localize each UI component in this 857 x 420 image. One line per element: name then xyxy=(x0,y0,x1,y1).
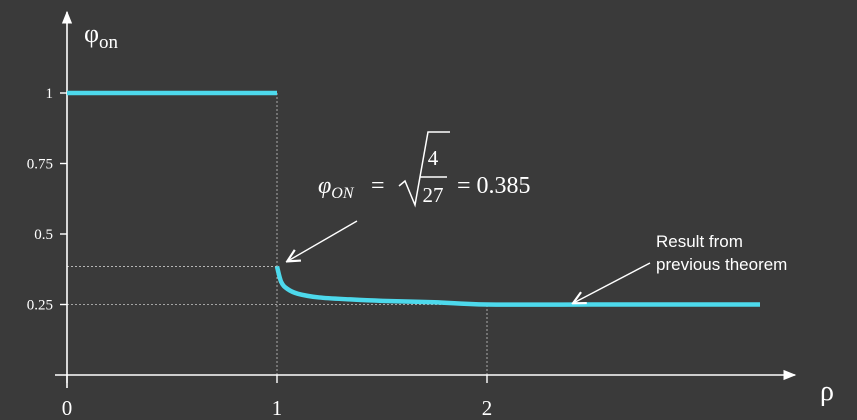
theorem-text-line1: Result from xyxy=(656,232,743,251)
x-tick-label: 2 xyxy=(482,396,493,420)
formula-result: = 0.385 xyxy=(457,173,531,199)
y-tick-label: 0.5 xyxy=(34,227,53,243)
y-tick-label: 1 xyxy=(46,86,54,102)
y-axis-label-subscript: on xyxy=(99,32,119,53)
sqrt-sign xyxy=(398,131,450,208)
theorem-annotation: Result from previous theorem xyxy=(573,232,787,303)
y-axis-label: φon xyxy=(84,19,119,53)
x-axis-label: ρ xyxy=(820,376,834,407)
formula-lhs: φON xyxy=(318,173,355,202)
guide-lines xyxy=(67,93,488,375)
theorem-text-line2: previous theorem xyxy=(656,255,787,274)
x-tick-label: 1 xyxy=(272,396,283,420)
series-phi-on xyxy=(67,90,760,307)
y-tick-label: 0.75 xyxy=(27,157,53,173)
formula-equals: = xyxy=(371,173,385,199)
axis-ticks: 0 1 2 0.25 0.5 0.75 1 xyxy=(27,86,493,420)
formula-arrow xyxy=(287,220,358,261)
y-tick-label: 0.25 xyxy=(27,298,53,314)
formula-denominator: 27 xyxy=(423,183,444,207)
series-segment xyxy=(274,265,760,307)
formula-numerator: 4 xyxy=(428,146,439,170)
x-tick-label: 0 xyxy=(62,396,73,420)
theorem-arrow xyxy=(573,262,651,303)
formula-annotation: φON = 4 27 = 0.385 xyxy=(287,131,531,261)
